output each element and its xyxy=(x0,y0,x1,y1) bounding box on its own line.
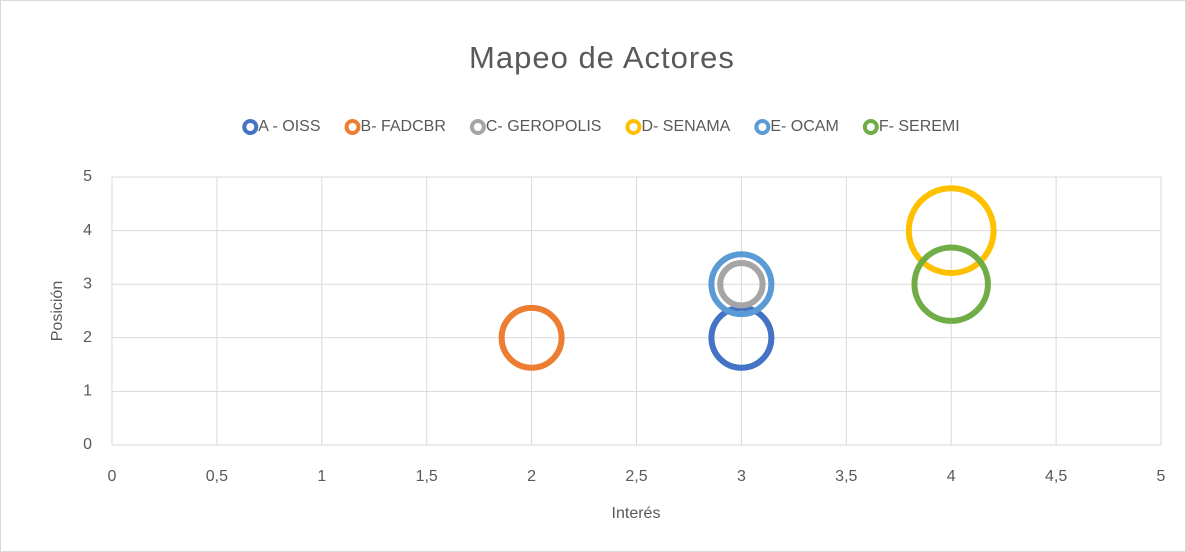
y-tick-label: 5 xyxy=(83,168,92,185)
x-tick-label: 3 xyxy=(737,468,746,485)
legend-marker xyxy=(242,119,259,135)
x-tick-label: 2,5 xyxy=(625,468,647,485)
x-tick-label: 1,5 xyxy=(416,468,438,485)
legend-label: D- SENAMA xyxy=(641,118,730,135)
chart-title: Mapeo de Actores xyxy=(469,40,735,75)
bubble xyxy=(498,304,565,371)
y-tick-label: 3 xyxy=(83,275,92,292)
x-axis-title: Interés xyxy=(612,505,661,522)
legend-marker xyxy=(754,119,771,135)
x-tick-label: 1 xyxy=(317,468,326,485)
legend-label: C- GEROPOLIS xyxy=(486,118,602,135)
x-tick-label: 4 xyxy=(947,468,956,485)
bubble xyxy=(717,260,766,309)
legend-marker xyxy=(344,119,361,135)
y-tick-label: 4 xyxy=(83,222,92,239)
bubble xyxy=(905,185,997,277)
bubble xyxy=(708,251,775,318)
legend-label: A - OISS xyxy=(258,118,320,135)
legend-marker xyxy=(625,119,642,135)
legend-marker xyxy=(469,119,486,135)
x-tick-label: 5 xyxy=(1157,468,1166,485)
y-tick-label: 1 xyxy=(83,383,92,400)
x-tick-label: 3,5 xyxy=(835,468,857,485)
y-tick-label: 0 xyxy=(83,436,92,453)
x-tick-label: 4,5 xyxy=(1045,468,1067,485)
y-tick-label: 2 xyxy=(83,329,92,346)
x-tick-label: 2 xyxy=(527,468,536,485)
legend-label: F- SEREMI xyxy=(879,118,960,135)
x-tick-label: 0,5 xyxy=(206,468,228,485)
legend-label: B- FADCBR xyxy=(361,118,446,135)
bubble xyxy=(911,244,991,324)
y-axis-title: Posición xyxy=(49,281,66,341)
legend-label: E- OCAM xyxy=(770,118,838,135)
x-tick-label: 0 xyxy=(108,468,117,485)
legend-marker xyxy=(862,119,879,135)
